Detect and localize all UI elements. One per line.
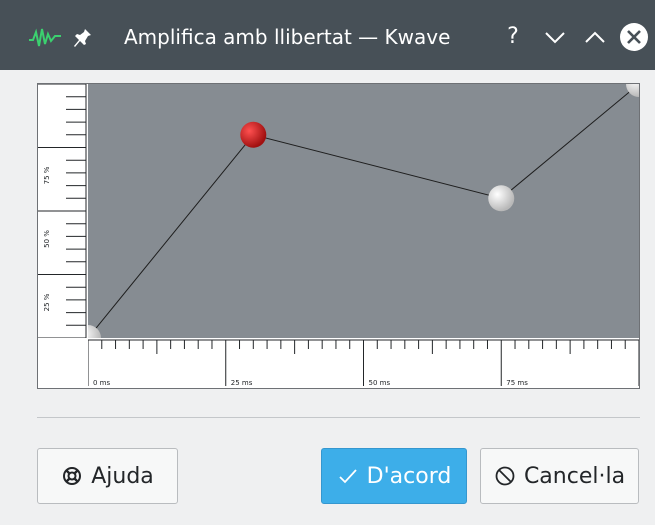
separator bbox=[37, 417, 640, 418]
title-bar[interactable]: Amplifica amb llibertat — Kwave ? bbox=[0, 0, 655, 70]
lifebuoy-icon bbox=[63, 467, 82, 485]
x-tick-label: 0 ms bbox=[93, 379, 110, 387]
curve-point[interactable] bbox=[88, 325, 101, 338]
close-button[interactable] bbox=[619, 22, 649, 52]
x-tick-label: 75 ms bbox=[506, 379, 528, 387]
maximize-button[interactable] bbox=[580, 22, 610, 52]
checkmark-icon bbox=[339, 469, 357, 484]
minimize-button[interactable] bbox=[540, 22, 570, 52]
cancel-button-label: Cancel·la bbox=[523, 463, 626, 489]
curve-point[interactable] bbox=[626, 84, 639, 97]
curve-point[interactable] bbox=[488, 185, 515, 212]
kwave-waveform-icon[interactable] bbox=[28, 24, 62, 52]
ok-button-label: D'acord bbox=[366, 463, 452, 489]
curve-point-selected[interactable] bbox=[240, 121, 267, 148]
help-button-label: Ajuda bbox=[91, 463, 154, 489]
vertical-ruler: 25 % 50 % 75 % bbox=[38, 84, 88, 338]
y-tick-label: 25 % bbox=[43, 293, 51, 311]
pin-icon[interactable] bbox=[72, 24, 94, 52]
y-tick-label: 75 % bbox=[43, 166, 51, 184]
dialog-body: 25 % 50 % 75 % 0 ms 25 ms 50 ms 75 ms Ajuda D… bbox=[0, 70, 655, 525]
x-tick-label: 25 ms bbox=[231, 379, 253, 387]
curve-graph[interactable] bbox=[88, 84, 639, 338]
window-title: Amplifica amb llibertat — Kwave bbox=[124, 25, 451, 49]
cancel-button[interactable]: Cancel·la bbox=[480, 448, 639, 504]
horizontal-ruler: 0 ms 25 ms 50 ms 75 ms bbox=[88, 338, 639, 388]
x-tick-label: 50 ms bbox=[369, 379, 391, 387]
ok-button[interactable]: D'acord bbox=[321, 448, 467, 504]
cancel-icon bbox=[495, 466, 515, 486]
envelope-curve bbox=[88, 84, 639, 338]
help-button[interactable]: ? bbox=[507, 24, 519, 49]
help-button-bottom[interactable]: Ajuda bbox=[37, 448, 178, 504]
y-tick-label: 50 % bbox=[43, 230, 51, 248]
